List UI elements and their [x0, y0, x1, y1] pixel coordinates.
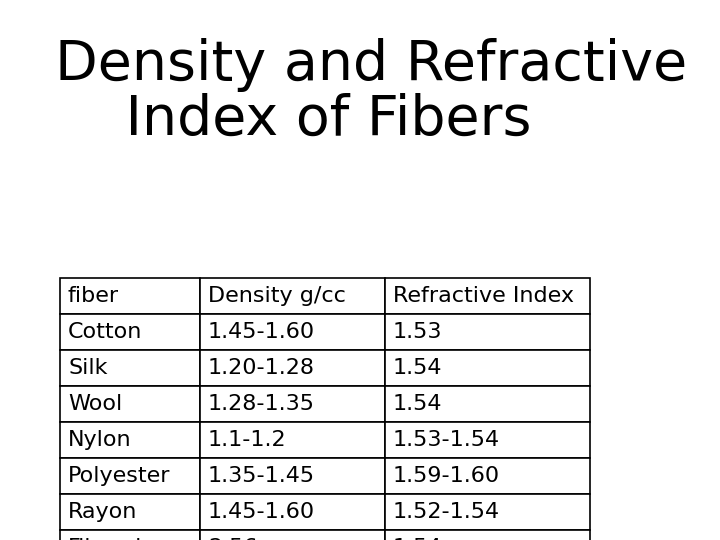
Text: 1.45-1.60: 1.45-1.60	[208, 502, 315, 522]
Text: Fiberglass: Fiberglass	[68, 538, 179, 540]
Bar	[200, 458, 385, 494]
Text: 1.35-1.45: 1.35-1.45	[208, 466, 315, 486]
Text: Wool: Wool	[68, 394, 122, 414]
Bar	[200, 314, 385, 350]
Bar	[200, 350, 385, 386]
Bar	[385, 458, 590, 494]
Text: Rayon: Rayon	[68, 502, 138, 522]
Text: 1.20-1.28: 1.20-1.28	[208, 358, 315, 378]
Bar	[385, 314, 590, 350]
Bar	[385, 530, 590, 540]
Text: Density g/cc: Density g/cc	[208, 286, 346, 306]
Text: 1.1-1.2: 1.1-1.2	[208, 430, 287, 450]
Bar	[60, 386, 200, 422]
Bar	[200, 494, 385, 530]
Bar	[60, 494, 200, 530]
Bar	[385, 278, 590, 314]
Text: 1.52-1.54: 1.52-1.54	[393, 502, 500, 522]
Text: 1.53-1.54: 1.53-1.54	[393, 430, 500, 450]
Bar	[60, 278, 200, 314]
Bar	[60, 458, 200, 494]
Bar	[60, 314, 200, 350]
Bar	[200, 386, 385, 422]
Text: Refractive Index: Refractive Index	[393, 286, 574, 306]
Text: Density and Refractive: Density and Refractive	[55, 38, 688, 92]
Bar	[200, 278, 385, 314]
Text: 1.54: 1.54	[393, 394, 443, 414]
Text: fiber: fiber	[68, 286, 119, 306]
Text: 1.28-1.35: 1.28-1.35	[208, 394, 315, 414]
Bar	[200, 422, 385, 458]
Bar	[385, 494, 590, 530]
Bar	[385, 422, 590, 458]
Text: 1.53: 1.53	[393, 322, 443, 342]
Bar	[200, 530, 385, 540]
Text: Nylon: Nylon	[68, 430, 132, 450]
Text: 1.45-1.60: 1.45-1.60	[208, 322, 315, 342]
Text: 2.56: 2.56	[208, 538, 258, 540]
Text: 1.54: 1.54	[393, 538, 443, 540]
Text: Index of Fibers: Index of Fibers	[55, 93, 531, 147]
Text: Polyester: Polyester	[68, 466, 171, 486]
Text: 1.59-1.60: 1.59-1.60	[393, 466, 500, 486]
Text: Silk: Silk	[68, 358, 107, 378]
Bar	[60, 422, 200, 458]
Bar	[385, 350, 590, 386]
Bar	[60, 530, 200, 540]
Bar	[60, 350, 200, 386]
Text: Cotton: Cotton	[68, 322, 143, 342]
Bar	[385, 386, 590, 422]
Text: 1.54: 1.54	[393, 358, 443, 378]
